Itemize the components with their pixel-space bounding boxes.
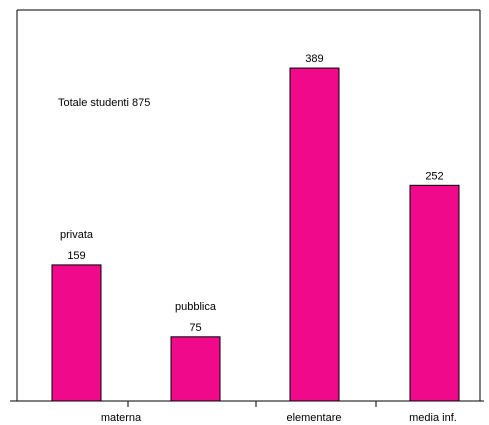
bar-media-inf- — [409, 184, 460, 402]
bar-value-label: 252 — [425, 170, 443, 182]
total-students-annotation: Totale studenti 875 — [58, 97, 150, 109]
bar-value-label: 75 — [189, 322, 201, 334]
axes: materna elementare media inf. — [10, 400, 484, 424]
x-tick-label: elementare — [286, 412, 341, 424]
bar-series-label: pubblica — [175, 301, 217, 313]
bar-elementare — [289, 67, 340, 402]
bar-series-label: privata — [60, 229, 94, 241]
x-tick-label: media inf. — [409, 412, 457, 424]
bar-value-label: 159 — [67, 250, 85, 262]
plot-area: 159 privata 75 pubblica 389 252 — [16, 9, 481, 402]
bar-value-label: 389 — [305, 53, 323, 65]
bar-privata — [51, 264, 102, 402]
x-tick-label: materna — [101, 412, 142, 424]
bar-pubblica — [170, 336, 221, 402]
